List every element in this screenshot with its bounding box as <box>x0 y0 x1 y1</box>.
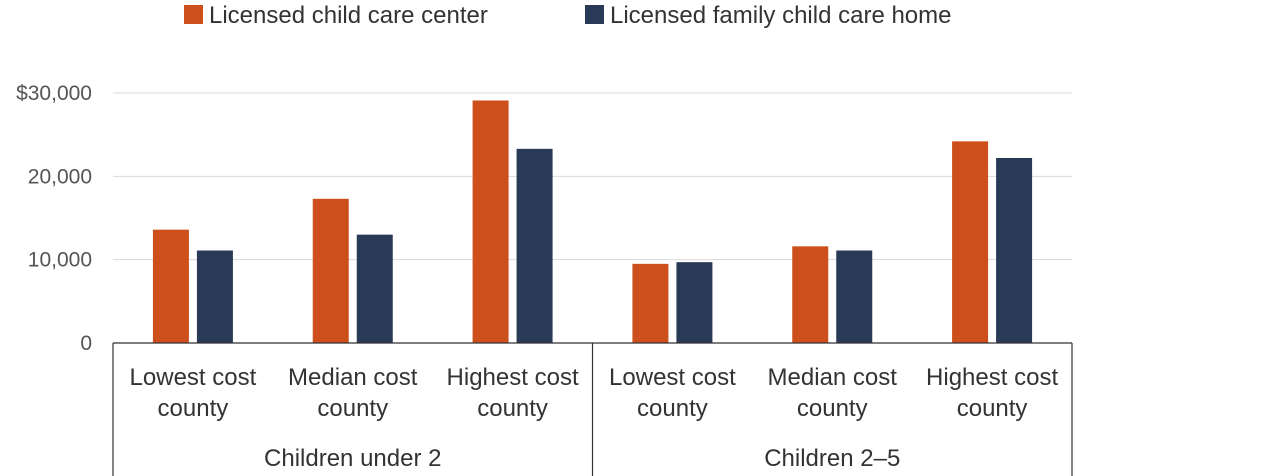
x-tick-label: county <box>797 395 868 422</box>
legend: Licensed child care center Licensed fami… <box>184 2 952 29</box>
bar-center <box>632 263 669 343</box>
bars <box>152 100 1033 343</box>
bar-family-home <box>676 262 713 343</box>
x-tick-label: county <box>477 395 548 422</box>
bar-family-home <box>836 250 873 343</box>
x-tick-label: county <box>158 395 229 422</box>
bar-center <box>952 141 989 343</box>
bar-family-home <box>996 158 1033 343</box>
bar-family-home <box>356 234 393 343</box>
group-label: Children 2–5 <box>764 445 900 472</box>
legend-swatch-family-home <box>585 5 604 24</box>
x-tick-label: Highest cost <box>926 364 1058 391</box>
bar-center <box>472 100 509 343</box>
legend-label-center: Licensed child care center <box>209 2 488 29</box>
x-tick-label: county <box>317 395 388 422</box>
x-tick-label: Median cost <box>288 364 418 391</box>
x-tick-label: Lowest cost <box>609 364 736 391</box>
y-tick-label: $30,000 <box>16 82 92 105</box>
x-tick-label: Lowest cost <box>130 364 257 391</box>
bar-family-home <box>516 148 553 343</box>
legend-label-family-home: Licensed family child care home <box>610 2 952 29</box>
x-tick-label: county <box>637 395 708 422</box>
x-axis: Lowest cost county Median cost county Highes… <box>112 342 1073 476</box>
legend-swatch-center <box>184 5 203 24</box>
y-axis-ticks: 0 10,000 20,000 $30,000 <box>16 82 92 355</box>
y-tick-label: 10,000 <box>28 249 92 272</box>
gridlines <box>113 92 1072 261</box>
y-tick-label: 0 <box>80 332 92 355</box>
x-tick-label: county <box>957 395 1028 422</box>
x-tick-label: Highest cost <box>447 364 579 391</box>
bar-family-home <box>196 250 233 343</box>
bar-center <box>152 229 189 343</box>
bar-center <box>312 198 349 343</box>
x-tick-label: Median cost <box>768 364 898 391</box>
bar-center <box>792 246 829 343</box>
y-tick-label: 20,000 <box>28 165 92 188</box>
group-label: Children under 2 <box>264 445 441 472</box>
